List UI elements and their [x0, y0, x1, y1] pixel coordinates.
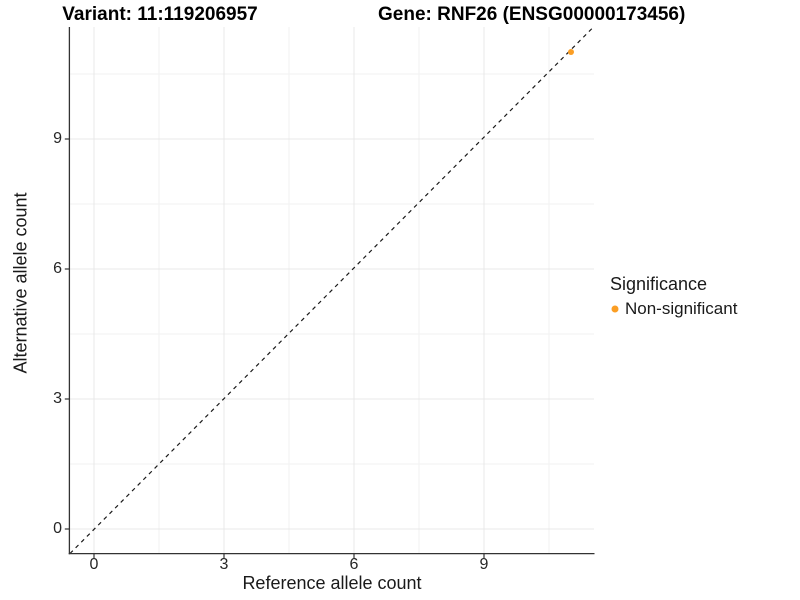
legend-item-label: Non-significant [625, 299, 738, 318]
x-tick-label-3: 3 [219, 556, 229, 573]
major-gridlines [69, 27, 594, 553]
x-tick-label-0: 0 [89, 556, 99, 573]
minor-gridlines [69, 27, 594, 553]
legend-item-nonsignificant: Non-significant [610, 299, 737, 319]
x-axis-title: Reference allele count [242, 573, 422, 593]
x-tick-label-9: 9 [479, 556, 489, 573]
identity-reference-line [69, 26, 595, 554]
data-point-nonsignificant [568, 49, 574, 55]
x-tick-label-6: 6 [349, 556, 359, 573]
plot-title-gene: Gene: RNF26 (ENSG00000173456) [378, 4, 686, 25]
y-tick-label-6: 6 [53, 260, 62, 277]
legend-title: Significance [610, 274, 708, 294]
y-tick-label-3: 3 [53, 390, 62, 407]
legend: Significance Non-significant [610, 274, 737, 319]
axis-lines [68, 27, 595, 555]
tick-marks [64, 138, 485, 559]
y-tick-label-0: 0 [53, 520, 62, 537]
legend-key-dot [611, 305, 619, 313]
legend-key-dot-icon [611, 305, 619, 313]
y-axis-title: Alternative allele count [10, 192, 31, 374]
plot-title-variant: Variant: 11:119206957 [62, 4, 258, 25]
y-tick-label-9: 9 [53, 130, 62, 147]
